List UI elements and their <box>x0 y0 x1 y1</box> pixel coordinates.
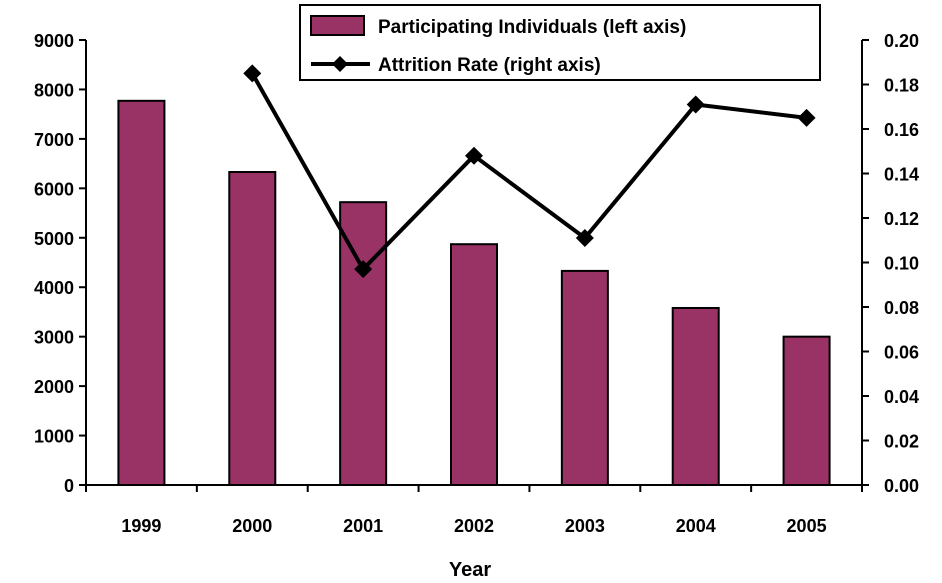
y-tick-label: 0 <box>64 476 74 496</box>
x-tick-label: 2000 <box>232 516 272 536</box>
y2-tick-label: 0.04 <box>884 387 919 407</box>
legend-marker-diamond <box>332 56 348 72</box>
line-point <box>465 146 483 165</box>
bar <box>450 243 498 486</box>
y-tick-label: 1000 <box>34 427 74 447</box>
y-tick-label: 6000 <box>34 179 74 199</box>
y-tick-label: 4000 <box>34 278 74 298</box>
y-tick-label: 8000 <box>34 80 74 100</box>
legend-box <box>299 4 821 81</box>
y-tick-label: 9000 <box>34 31 74 51</box>
x-axis-title: Year <box>449 559 491 581</box>
y2-tick-label: 0.20 <box>884 31 919 51</box>
legend: Participating Individuals (left axis) At… <box>299 4 821 81</box>
x-tick-label: 2005 <box>787 516 827 536</box>
y2-tick-label: 0.12 <box>884 209 919 229</box>
axes: 0 1000 2000 3000 4000 5000 6000 7000 8000 9000 0.0… <box>34 31 919 496</box>
bar <box>228 171 277 486</box>
x-tick-label: 1999 <box>121 516 161 536</box>
y2-tick-label: 0.18 <box>884 76 919 96</box>
bar-series <box>117 99 831 487</box>
y2-tick-label: 0.14 <box>884 165 919 185</box>
bar <box>671 306 720 486</box>
x-tick-label: 2003 <box>565 516 605 536</box>
x-tick-labels: 1999 2000 2001 2002 2003 2004 2005 <box>121 516 826 536</box>
y2-tick-label: 0.02 <box>884 432 919 452</box>
line-point <box>575 229 594 248</box>
legend-label-bars: Participating Individuals (left axis) <box>378 17 686 38</box>
y2-tick-label: 0.06 <box>884 343 919 363</box>
y2-tick-label: 0.10 <box>884 254 919 274</box>
legend-label-line: Attrition Rate (right axis) <box>378 55 601 76</box>
y2-tick-label: 0.16 <box>884 120 919 140</box>
line-series <box>243 64 816 279</box>
bar <box>560 269 609 486</box>
line-point <box>243 64 262 83</box>
x-tick-label: 2002 <box>454 516 494 536</box>
y2-tick-label: 0.08 <box>884 298 919 318</box>
x-tick-label: 2004 <box>676 516 716 536</box>
bar <box>117 99 166 486</box>
y-tick-label: 2000 <box>34 377 74 397</box>
legend-swatch-bars <box>310 15 365 36</box>
line-point <box>797 108 816 127</box>
x-tick-label: 2001 <box>343 516 383 536</box>
y-tick-label: 3000 <box>34 328 74 348</box>
line-point <box>686 95 705 114</box>
y-tick-label: 7000 <box>34 130 74 150</box>
bar <box>782 335 831 486</box>
attrition-line <box>250 72 807 273</box>
line-point <box>354 260 373 279</box>
y-tick-label: 5000 <box>34 229 74 249</box>
y2-tick-label: 0.00 <box>884 476 919 496</box>
